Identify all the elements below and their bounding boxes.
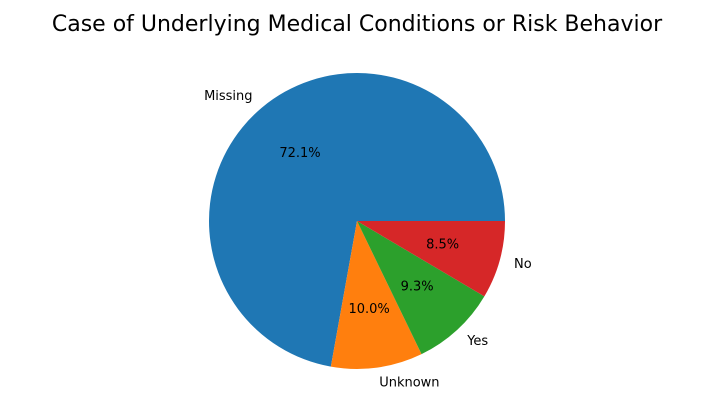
slice-percent-no: 8.5% [426,237,459,252]
slice-label-no: No [514,257,532,272]
pie-labels: Missing 72.1% Unknown 10.0% Yes 9.3% No 8.5% [204,89,532,390]
slice-label-missing: Missing [204,89,252,104]
pie-slice-no [357,221,505,297]
slice-percent-yes: 9.3% [401,279,434,294]
pie-slice-missing [208,73,505,367]
chart-title: Case of Underlying Medical Conditions or… [52,12,663,37]
pie-slice-yes [357,221,485,355]
slice-label-unknown: Unknown [379,375,439,390]
slice-percent-unknown: 10.0% [348,302,389,317]
pie-slices [208,73,505,370]
slice-percent-missing: 72.1% [279,146,320,161]
slice-label-yes: Yes [466,334,488,349]
pie-slice-unknown [330,221,422,370]
